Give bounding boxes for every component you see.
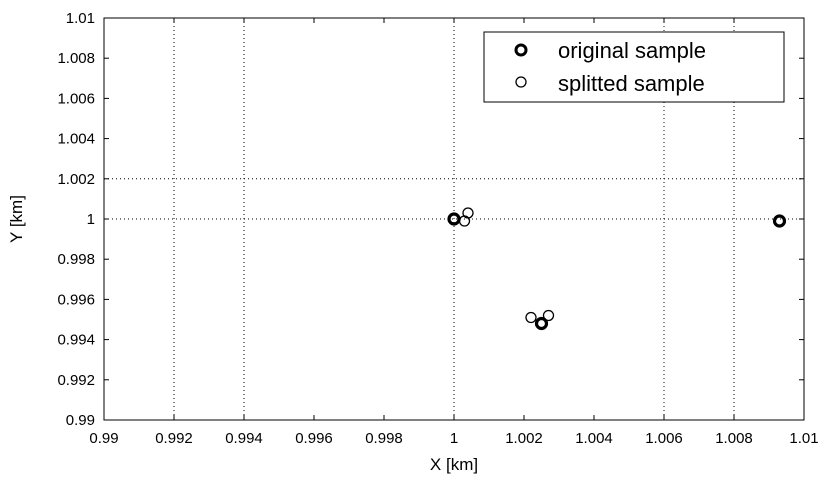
y-tick-label: 1.006 — [57, 90, 95, 107]
x-tick-label: 1 — [450, 430, 458, 447]
data-points — [447, 207, 787, 331]
point-original-sample — [534, 316, 549, 331]
y-tick-label: 0.996 — [57, 291, 95, 308]
x-tick-label: 0.992 — [155, 430, 193, 447]
x-tick-label: 0.998 — [365, 430, 403, 447]
y-tick-label: 0.994 — [57, 332, 95, 349]
x-tick-label: 0.994 — [225, 430, 263, 447]
axis-ticks: 0.99 0.992 0.994 0.996 0.998 1 1.002 1.004 1.006… — [57, 10, 818, 447]
legend: original sample splitted sample — [483, 31, 785, 103]
x-tick-label: 1.004 — [575, 430, 613, 447]
y-tick-label: 1.004 — [57, 131, 95, 148]
y-tick-label: 1.01 — [66, 10, 95, 27]
legend-label-splitted-sample: splitted sample — [558, 71, 705, 96]
x-tick-label: 1.008 — [715, 430, 753, 447]
y-tick-label: 0.998 — [57, 251, 95, 268]
y-tick-label: 1 — [87, 211, 95, 228]
x-tick-label: 0.996 — [295, 430, 333, 447]
x-tick-label: 0.99 — [89, 430, 118, 447]
x-tick-label: 1.01 — [789, 430, 818, 447]
grid-lines — [104, 18, 804, 420]
point-splitted-sample — [525, 311, 537, 324]
legend-box — [483, 31, 785, 103]
y-tick-label: 1.008 — [57, 50, 95, 67]
point-splitted-sample — [773, 215, 786, 227]
y-axis-label: Y [km] — [7, 195, 26, 243]
y-tick-label: 1.002 — [57, 171, 95, 188]
x-tick-label: 1.002 — [505, 430, 543, 447]
legend-marker-splitted-sample — [515, 76, 527, 88]
legend-label-original-sample: original sample — [558, 38, 706, 63]
legend-marker-original-sample — [514, 43, 528, 57]
point-splitted-sample — [542, 309, 555, 322]
x-tick-label: 1.006 — [645, 430, 683, 447]
point-splitted-sample — [462, 207, 474, 219]
y-tick-label: 0.992 — [57, 372, 95, 389]
x-axis-label: X [km] — [430, 455, 478, 474]
point-splitted-sample — [448, 213, 460, 225]
y-tick-label: 0.99 — [66, 412, 95, 429]
